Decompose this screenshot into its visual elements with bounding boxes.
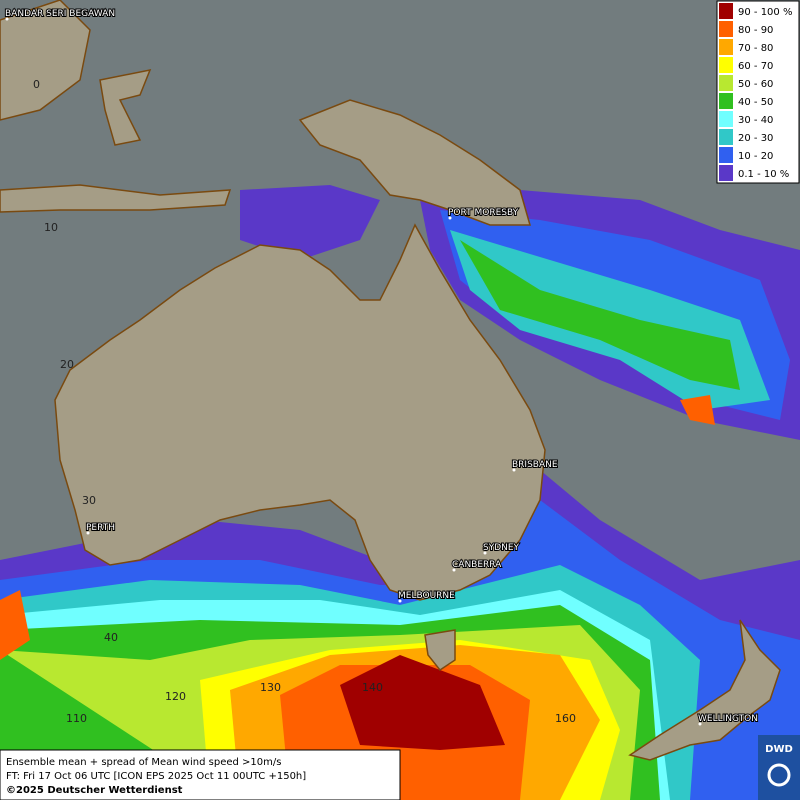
probability-area [340,655,505,750]
caption-line: ©2025 Deutscher Wetterdienst [6,785,183,796]
legend-label: 50 - 60 [738,79,773,90]
land-australia [54,223,546,601]
place-marker [512,468,516,472]
caption-line: FT: Fri 17 Oct 06 UTC [ICON EPS 2025 Oct… [6,771,306,782]
legend-swatch [719,111,733,127]
legend-swatch [719,3,733,19]
grid-label: 160 [555,712,576,725]
probability-area [460,240,740,390]
legend-label: 40 - 50 [738,97,773,108]
land-new-guinea [298,99,531,226]
land-borneo [0,0,91,121]
place-label: BRISBANE [512,460,558,470]
probability-area [0,590,30,660]
logo-box [758,735,800,800]
land-sulawesi [99,68,152,146]
place-label: MELBOURNE [398,591,455,601]
place-label: PERTH [86,523,115,533]
caption-box [0,749,401,800]
legend-label: 90 - 100 % [738,7,792,18]
land-islands [0,184,232,213]
place-marker [5,17,9,21]
legend-label: 60 - 70 [738,61,773,72]
probability-area [680,395,715,425]
place-label: WELLINGTON [698,714,758,724]
legend-swatch [719,57,733,73]
place-marker [452,568,456,572]
place-label: PORT MORESBY [448,208,519,218]
logo: DWD [765,744,793,755]
place-marker [86,531,90,535]
land-new-zealand [628,619,781,761]
caption-line: Ensemble mean + spread of Mean wind spee… [6,757,281,768]
grid-label: 130 [260,681,281,694]
legend-swatch [719,93,733,109]
legend-label: 30 - 40 [738,115,773,126]
grid-label: 110 [66,712,87,725]
place-marker [698,722,702,726]
legend-label: 0.1 - 10 % [738,169,789,180]
legend-swatch [719,165,733,181]
legend-label: 70 - 80 [738,43,773,54]
legend-label: 10 - 20 [738,151,773,162]
grid-label: 0 [33,78,40,91]
legend-swatch [719,21,733,37]
place-label: SYDNEY [483,543,520,553]
place-marker [448,216,452,220]
legend-swatch [719,129,733,145]
grid-label: 140 [362,681,383,694]
grid-label: 120 [165,690,186,703]
grid-label: 40 [104,631,118,644]
probability-area [240,185,380,260]
place-marker [483,551,487,555]
place-label: CANBERRA [452,560,502,570]
legend: 90 - 100 % 80 - 90 70 - 80 60 - 70 50 - 60 40… [716,0,800,184]
grid-label: 20 [60,358,74,371]
legend-label: 20 - 30 [738,133,773,144]
place-marker [398,599,402,603]
land-tasmania [424,629,456,672]
legend-swatch [719,75,733,91]
legend-swatch [719,147,733,163]
probability-field [0,185,800,800]
place-label: BANDAR SERI BEGAWAN [5,9,115,19]
logo-icon [767,763,791,787]
grid-label: 10 [44,221,58,234]
legend-label: 80 - 90 [738,25,773,36]
legend-swatch [719,39,733,55]
grid-label: 30 [82,494,96,507]
